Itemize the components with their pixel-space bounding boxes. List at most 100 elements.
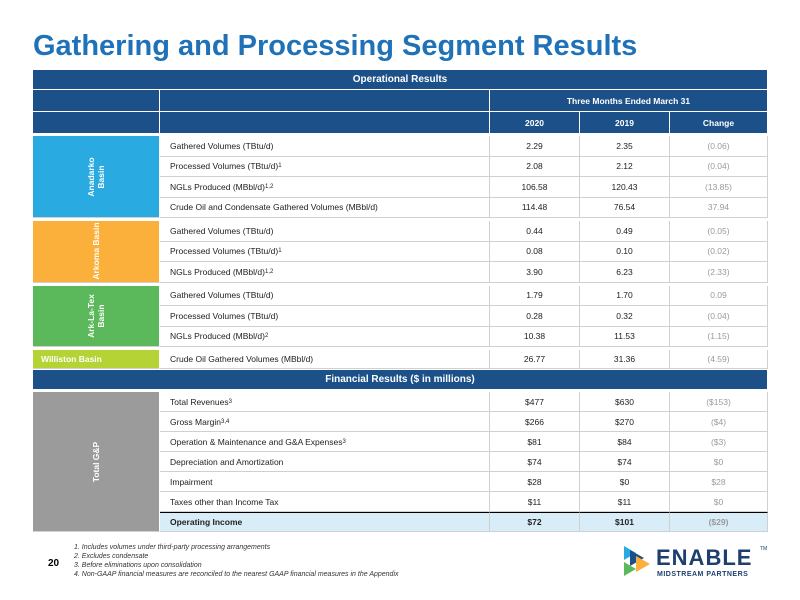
group-label: Ark-La-Tex Basin bbox=[33, 285, 160, 347]
value-cell: 31.36 bbox=[580, 350, 670, 369]
footnote-ref: 3 bbox=[228, 398, 232, 405]
value-cell: (0.06) bbox=[670, 136, 768, 157]
value-cell: 0.44 bbox=[490, 221, 580, 242]
group-name: Total G&P bbox=[91, 441, 101, 482]
metric-cell: Impairment bbox=[160, 472, 490, 492]
value-cell: 1.70 bbox=[580, 285, 670, 306]
logo-icon bbox=[624, 546, 650, 576]
metric-cell: Gathered Volumes (TBtu/d) bbox=[160, 221, 490, 242]
logo-name: ENABLE bbox=[656, 545, 753, 570]
metric-label: Gross Margin bbox=[170, 416, 222, 427]
footnote-ref: 1,2 bbox=[264, 268, 274, 275]
footnote: 2. Excludes condensate bbox=[74, 553, 149, 560]
value-cell: 2.12 bbox=[580, 156, 670, 177]
value-cell: $11 bbox=[580, 492, 670, 512]
logo-tagline: MIDSTREAM PARTNERS bbox=[657, 571, 749, 578]
value-cell: 0.32 bbox=[580, 306, 670, 327]
metric-label: Depreciation and Amortization bbox=[170, 456, 284, 467]
metric-label: Operation & Maintenance and G&A Expenses bbox=[170, 436, 343, 447]
value-cell: 11.53 bbox=[580, 326, 670, 347]
value-cell: 10.38 bbox=[490, 326, 580, 347]
metric-label: Taxes other than Income Tax bbox=[170, 496, 279, 507]
metric-label: Crude Oil and Condensate Gathered Volume… bbox=[170, 202, 378, 213]
metric-cell: Taxes other than Income Tax bbox=[160, 492, 490, 512]
value-cell: 106.58 bbox=[490, 177, 580, 198]
group-name: Anadarko Basin bbox=[86, 156, 106, 197]
value-cell: (1.15) bbox=[670, 326, 768, 347]
header-blank bbox=[33, 90, 160, 112]
group-name: Arkoma Basin bbox=[91, 222, 101, 280]
header-blank bbox=[160, 112, 490, 134]
value-cell: $74 bbox=[580, 452, 670, 472]
value-cell: (13.85) bbox=[670, 177, 768, 198]
value-cell: 1.79 bbox=[490, 285, 580, 306]
value-cell: 6.23 bbox=[580, 262, 670, 283]
section-header: Operational Results bbox=[33, 70, 768, 90]
value-cell: (0.05) bbox=[670, 221, 768, 242]
metric-label: NGLs Produced (MBbl/d) bbox=[170, 331, 265, 342]
group-label: Total G&P bbox=[33, 392, 160, 532]
metric-cell: Crude Oil Gathered Volumes (MBbl/d) bbox=[160, 350, 490, 369]
value-cell: 0.09 bbox=[670, 285, 768, 306]
metric-label: Operating Income bbox=[170, 517, 243, 527]
period-header: Three Months Ended March 31 bbox=[490, 90, 768, 112]
value-cell: $630 bbox=[580, 392, 670, 412]
logo-tm: TM bbox=[760, 546, 768, 552]
value-cell: (4.59) bbox=[670, 350, 768, 369]
metric-cell: NGLs Produced (MBbl/d) 1,2 bbox=[160, 262, 490, 283]
footnote: 1. Includes volumes under third-party pr… bbox=[74, 544, 271, 551]
value-cell: 2.08 bbox=[490, 156, 580, 177]
metric-label: Gathered Volumes (TBtu/d) bbox=[170, 225, 274, 236]
value-cell: (0.02) bbox=[670, 241, 768, 262]
metric-cell: NGLs Produced (MBbl/d) 2 bbox=[160, 326, 490, 347]
footnote-ref: 2 bbox=[264, 333, 269, 340]
column-header: 2019 bbox=[580, 112, 670, 134]
metric-cell: Total Revenues 3 bbox=[160, 392, 490, 412]
value-cell: $81 bbox=[490, 432, 580, 452]
metric-cell: Processed Volumes (TBtu/d) 1 bbox=[160, 241, 490, 262]
metric-cell: Gathered Volumes (TBtu/d) bbox=[160, 285, 490, 306]
value-cell: 120.43 bbox=[580, 177, 670, 198]
header-blank bbox=[160, 90, 490, 112]
metric-cell: Operation & Maintenance and G&A Expenses… bbox=[160, 432, 490, 452]
value-cell: 76.54 bbox=[580, 197, 670, 218]
value-cell: $84 bbox=[580, 432, 670, 452]
slide-title: Gathering and Processing Segment Results bbox=[33, 30, 638, 62]
footnote-ref: 1,2 bbox=[264, 183, 274, 190]
value-cell: $266 bbox=[490, 412, 580, 432]
metric-cell: Processed Volumes (TBtu/d) 1 bbox=[160, 156, 490, 177]
value-cell: 114.48 bbox=[490, 197, 580, 218]
metric-cell: Processed Volumes (TBtu/d) bbox=[160, 306, 490, 327]
value-cell: 3.90 bbox=[490, 262, 580, 283]
value-cell: $28 bbox=[490, 472, 580, 492]
footnote: 4. Non-GAAP financial measures are recon… bbox=[74, 571, 399, 578]
metric-label: Processed Volumes (TBtu/d) bbox=[170, 246, 279, 257]
section-header: Financial Results ($ in millions) bbox=[33, 370, 768, 390]
value-cell: (0.04) bbox=[670, 156, 768, 177]
footnote-ref: 1 bbox=[278, 248, 282, 255]
value-cell: ($3) bbox=[670, 432, 768, 452]
page-number: 20 bbox=[48, 558, 60, 569]
metric-label: Processed Volumes (TBtu/d) bbox=[170, 310, 279, 321]
metric-label: NGLs Produced (MBbl/d) bbox=[170, 266, 265, 277]
header-blank bbox=[33, 112, 160, 134]
footnote-ref: 3,4 bbox=[221, 418, 230, 425]
metric-label: Processed Volumes (TBtu/d) bbox=[170, 161, 279, 172]
value-cell: 2.35 bbox=[580, 136, 670, 157]
value-cell: $477 bbox=[490, 392, 580, 412]
metric-label: Crude Oil Gathered Volumes (MBbl/d) bbox=[170, 354, 314, 364]
value-cell: 26.77 bbox=[490, 350, 580, 369]
group-label: Arkoma Basin bbox=[33, 221, 160, 283]
metric-cell: Gross Margin 3,4 bbox=[160, 412, 490, 432]
footnote: 3. Before eliminations upon consolidatio… bbox=[74, 562, 202, 569]
metric-label: Impairment bbox=[170, 476, 213, 487]
metric-label: NGLs Produced (MBbl/d) bbox=[170, 181, 265, 192]
value-cell: $0 bbox=[670, 492, 768, 512]
value-cell: $28 bbox=[670, 472, 768, 492]
metric-label: Total Revenues bbox=[170, 396, 229, 407]
footnote-ref: 3 bbox=[342, 438, 346, 445]
value-cell: 0.49 bbox=[580, 221, 670, 242]
metric-cell: Depreciation and Amortization bbox=[160, 452, 490, 472]
value-cell: ($4) bbox=[670, 412, 768, 432]
